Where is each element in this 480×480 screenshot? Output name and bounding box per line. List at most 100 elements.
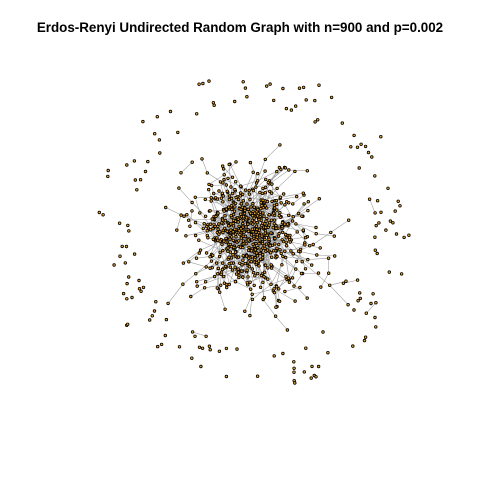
graph-node: [340, 121, 344, 125]
graph-node: [220, 221, 224, 225]
graph-node: [356, 299, 360, 303]
graph-node: [314, 225, 318, 230]
graph-node: [166, 301, 170, 306]
graph-node: [270, 182, 274, 186]
graph-node: [244, 225, 248, 229]
graph-edge: [273, 288, 296, 302]
graph-node: [236, 267, 240, 271]
graph-node: [292, 360, 296, 364]
graph-node: [230, 268, 235, 272]
graph-node: [363, 144, 368, 149]
graph-node: [270, 199, 274, 204]
graph-node: [257, 264, 261, 268]
graph-node: [133, 178, 137, 182]
graph-edge: [180, 162, 193, 173]
graph-edge: [279, 249, 294, 254]
graph-node: [310, 263, 314, 267]
graph-edge: [271, 264, 293, 279]
graph-node: [229, 228, 233, 232]
graph-node: [248, 280, 252, 284]
graph-node: [189, 294, 193, 299]
graph-node: [352, 133, 356, 138]
graph-node: [263, 190, 267, 195]
graph-node: [208, 228, 213, 232]
graph-edge: [298, 198, 320, 214]
graph-node: [250, 218, 254, 222]
graph-node: [366, 150, 371, 155]
graph-node: [241, 198, 245, 203]
graph-node: [246, 222, 250, 226]
graph-edge: [244, 294, 253, 312]
graph-edge: [262, 254, 276, 258]
graph-edge: [217, 198, 227, 210]
graph-edge: [223, 161, 237, 175]
graph-node: [248, 287, 253, 291]
graph-nodes: [97, 79, 411, 385]
graph-node: [241, 225, 245, 229]
graph-node: [265, 206, 269, 210]
graph-node: [249, 233, 254, 237]
graph-node: [233, 265, 237, 269]
graph-node: [243, 309, 247, 313]
graph-node: [177, 186, 181, 190]
graph-node: [217, 229, 222, 234]
graph-node: [268, 244, 272, 248]
graph-edge: [229, 164, 242, 188]
graph-edge: [292, 194, 305, 205]
graph-node: [281, 86, 285, 91]
graph-node: [250, 297, 255, 302]
graph-edge: [222, 269, 236, 282]
graph-node: [373, 315, 377, 320]
graph-node: [264, 225, 268, 230]
graph-node: [280, 263, 284, 267]
graph-node: [280, 224, 284, 229]
graph-node: [255, 374, 260, 378]
graph-node: [263, 231, 267, 235]
graph-node: [264, 177, 268, 182]
graph-edge: [293, 273, 303, 287]
graph-node: [226, 249, 230, 253]
graph-node: [272, 203, 277, 207]
graph-node: [246, 248, 251, 253]
graph-node: [246, 229, 251, 234]
graph-node: [319, 285, 323, 289]
graph-node: [265, 216, 269, 221]
graph-node: [224, 183, 228, 187]
graph-node: [246, 207, 250, 212]
graph-node: [359, 142, 363, 146]
graph-node: [229, 244, 234, 249]
graph-node: [267, 223, 271, 227]
graph-edge: [269, 169, 289, 184]
graph-node: [315, 253, 319, 257]
graph-node: [226, 246, 230, 250]
graph-node: [155, 344, 160, 349]
graph-node: [246, 238, 251, 242]
graph-node: [224, 236, 228, 241]
graph-node: [254, 241, 258, 246]
graph-node: [226, 176, 230, 181]
graph-node: [264, 219, 268, 223]
graph-node: [407, 233, 411, 237]
graph-node: [252, 205, 256, 209]
graph-node: [284, 236, 288, 240]
graph-node: [255, 271, 260, 276]
graph-edge: [268, 167, 286, 183]
graph-node: [369, 301, 373, 306]
graph-edge: [262, 258, 269, 280]
graph-node: [269, 191, 274, 195]
graph-node: [290, 276, 295, 280]
graph-edge: [302, 261, 330, 286]
graph-node: [262, 296, 267, 300]
graph-node: [258, 238, 262, 242]
graph-edge: [260, 205, 275, 217]
graph-node: [255, 235, 259, 239]
graph-node: [248, 313, 252, 318]
graph-node: [351, 344, 355, 348]
graph-node: [231, 252, 235, 257]
graph-edge: [249, 266, 255, 286]
graph-node: [190, 330, 195, 334]
graph-edge: [296, 231, 310, 246]
graph-node: [269, 231, 273, 235]
graph-node: [143, 169, 148, 174]
graph-node: [244, 254, 249, 258]
